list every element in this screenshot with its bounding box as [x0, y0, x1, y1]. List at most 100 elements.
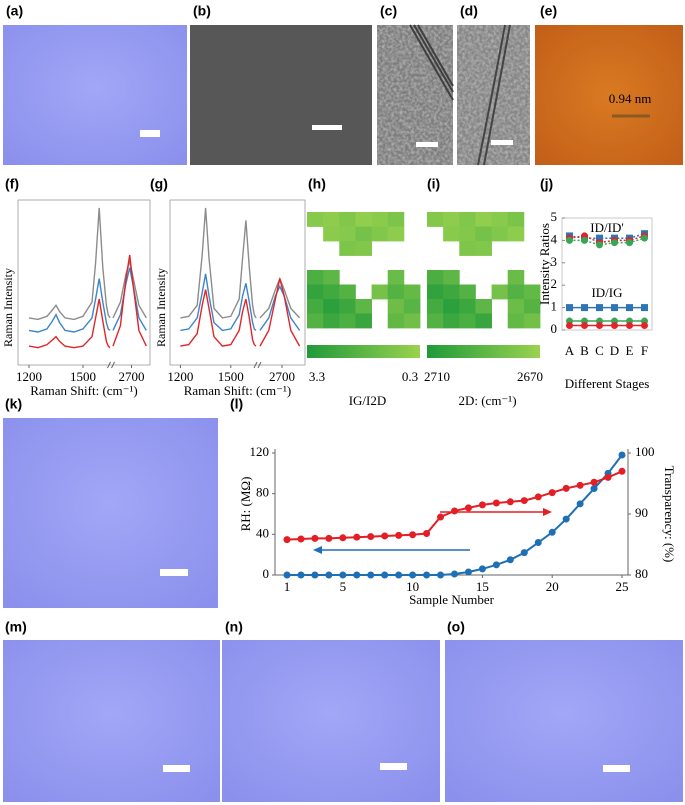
marker [339, 571, 347, 579]
plot-frame [17, 199, 151, 366]
x-tick-label: B [580, 343, 589, 358]
marker [339, 534, 347, 542]
marker [353, 571, 361, 579]
heatmap-cell [323, 226, 340, 242]
micrograph [445, 640, 683, 802]
colorbar-label: 2670 [517, 369, 543, 384]
heatmap-cell [307, 284, 324, 300]
panel-label: (k) [5, 396, 22, 412]
y-tick-label: 80 [256, 485, 269, 500]
heatmap-cell [403, 284, 421, 300]
colorbar-title: 2D: (cm⁻¹) [458, 393, 516, 408]
colorbar [427, 345, 540, 358]
marker [451, 570, 458, 578]
heatmap-cell [339, 241, 356, 256]
heatmap-cell [403, 299, 421, 314]
marker [611, 304, 618, 312]
marker [297, 535, 305, 543]
axis-break [107, 361, 115, 369]
heatmap-cell [507, 212, 525, 227]
heatmap-cell [459, 284, 476, 300]
y-axis-label: Intensity Ratios [537, 223, 552, 305]
marker [626, 239, 633, 247]
panel-label: (e) [540, 3, 557, 19]
marker [626, 304, 633, 312]
scale-bar [416, 142, 438, 147]
x-tick-label: 10 [406, 579, 419, 594]
arrow-head [543, 508, 552, 516]
marker [626, 322, 633, 330]
heatmap-cell [323, 313, 340, 329]
marker [534, 538, 542, 546]
y-tick-label: 0 [263, 566, 270, 581]
panel-label: (f) [5, 176, 19, 192]
y-axis-label: RH: (MΩ) [238, 477, 253, 532]
x-axis-label: Raman Shift: (cm⁻¹) [30, 383, 138, 398]
marker [451, 507, 458, 515]
spectrum-line [259, 276, 301, 319]
panel-label: (i) [427, 176, 440, 192]
x-tick-label: 5 [340, 579, 347, 594]
heatmap-cell [387, 313, 405, 329]
x-tick-label: 1500 [218, 369, 244, 384]
heatmap-cell [387, 226, 405, 242]
spectrum-line [180, 289, 257, 347]
heatmap-cell [507, 313, 525, 329]
panel-label: (g) [150, 176, 168, 192]
x-tick-label: 15 [476, 579, 489, 594]
heatmap-cell [307, 299, 324, 314]
marker [367, 533, 375, 541]
marker [596, 322, 603, 330]
heatmap-cell [371, 212, 389, 227]
marker [576, 500, 584, 508]
heatmap-cell [387, 284, 405, 300]
x-tick-label: 1 [284, 579, 291, 594]
heatmap-cell [491, 212, 509, 227]
heatmap-cell [523, 299, 541, 314]
x-axis-label: Different Stages [565, 376, 650, 391]
heatmap-cell [427, 270, 444, 285]
heatmap-cell [323, 270, 340, 285]
spectrum-line [28, 207, 111, 321]
heatmap-cell [507, 284, 525, 300]
scale-bar [603, 765, 630, 772]
x-tick-label: 1500 [70, 369, 96, 384]
plot-frame [169, 199, 306, 366]
marker [611, 322, 618, 330]
micrograph [3, 418, 218, 608]
x-tick-label: C [595, 343, 604, 358]
afm-label: 0.94 nm [609, 91, 652, 106]
x-tick-label: 1200 [16, 369, 42, 384]
x-tick-label: 1200 [167, 369, 193, 384]
heatmap-cell [507, 226, 525, 242]
axis-break [253, 361, 262, 369]
marker [423, 530, 431, 538]
marker [311, 534, 319, 542]
annotation: ID/ID' [590, 220, 623, 235]
scale-bar [140, 130, 160, 137]
heatmap-cell [355, 226, 372, 242]
heatmap-cell [427, 313, 444, 329]
heatmap-cell [443, 284, 460, 300]
x-tick-label: A [565, 343, 575, 358]
heatmap-cell [475, 226, 492, 242]
marker [534, 493, 542, 501]
marker [464, 568, 472, 576]
marker [325, 571, 333, 579]
marker [437, 571, 445, 579]
marker [641, 234, 648, 242]
scale-bar [160, 569, 188, 576]
scale-bar [380, 763, 407, 770]
x-tick-label: 2700 [119, 369, 145, 384]
scale-bar [163, 765, 190, 772]
heatmap-cell [339, 299, 356, 314]
colorbar-label: 0.3 [402, 369, 418, 384]
marker [548, 528, 556, 536]
marker [581, 236, 588, 244]
marker [596, 241, 603, 249]
panel-label: (j) [540, 176, 553, 192]
heatmap-cell [427, 212, 444, 227]
colorbar-label: 2710 [424, 369, 450, 384]
micrograph [3, 640, 220, 802]
panel-label: (h) [308, 176, 326, 192]
